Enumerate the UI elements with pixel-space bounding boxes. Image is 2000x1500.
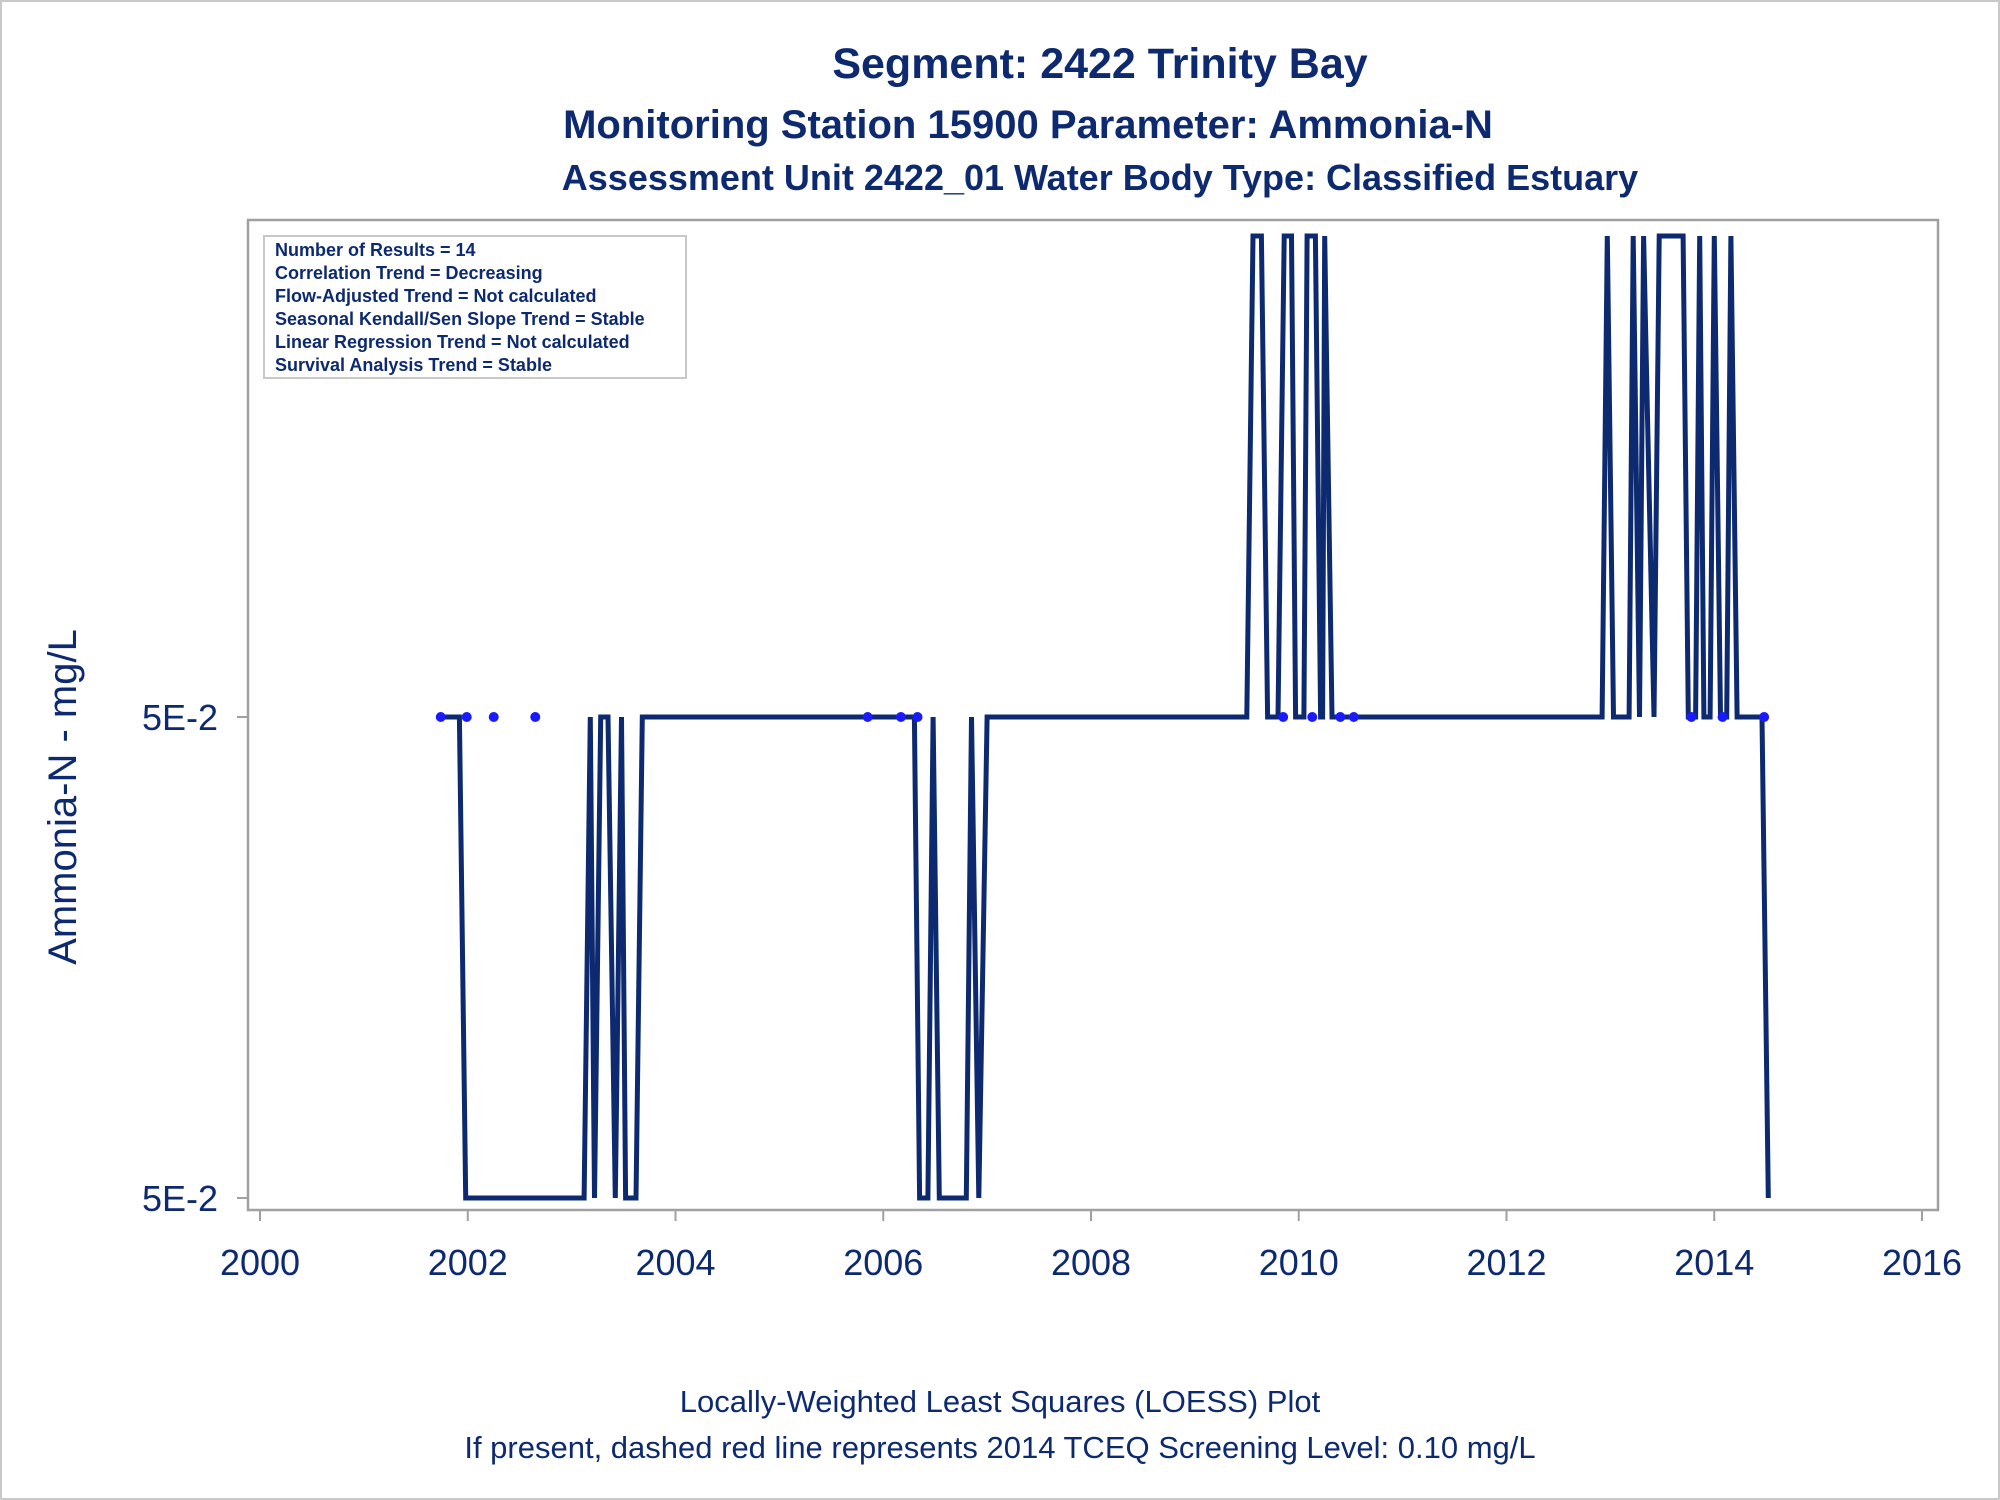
data-point [1307, 712, 1318, 722]
data-point [895, 712, 906, 722]
data-point [530, 712, 541, 722]
y-tick-label: 5E-2 [142, 1178, 218, 1219]
info-line: Number of Results = 14 [275, 240, 476, 260]
data-point [1278, 712, 1289, 722]
x-tick-label: 2008 [1051, 1242, 1131, 1283]
data-point [1335, 712, 1346, 722]
x-tick-label: 2012 [1466, 1242, 1546, 1283]
data-point [862, 712, 873, 722]
data-point [1717, 712, 1728, 722]
x-tick-label: 2002 [428, 1242, 508, 1283]
x-tick-label: 2004 [635, 1242, 715, 1283]
data-point [1348, 712, 1359, 722]
data-point [461, 712, 472, 722]
data-point [435, 712, 446, 722]
data-point [1686, 712, 1697, 722]
info-line: Linear Regression Trend = Not calculated [275, 332, 630, 352]
x-tick-label: 2006 [843, 1242, 923, 1283]
plot-area [246, 218, 1940, 1212]
chart-subtitle-1: Monitoring Station 15900 Parameter: Ammo… [563, 103, 1493, 147]
series-layer [435, 233, 1771, 1201]
info-box-lines: Number of Results = 14 Correlation Trend … [275, 240, 645, 375]
info-line: Correlation Trend = Decreasing [275, 263, 543, 283]
chart-title: Segment: 2422 Trinity Bay [832, 40, 1367, 88]
x-tick-label: 2000 [220, 1242, 300, 1283]
y-axis: 5E-2 5E-2 [142, 697, 248, 1219]
info-box [263, 235, 687, 379]
y-tick-label: 5E-2 [142, 697, 218, 738]
data-point [488, 712, 499, 722]
data-point [1759, 712, 1770, 722]
chart-subtitle-2: Assessment Unit 2422_01 Water Body Type:… [562, 157, 1638, 198]
x-axis: 2000 2002 2004 2006 2008 2010 2012 2014 2016 [220, 1210, 1962, 1283]
loess-line [441, 233, 1771, 1201]
data-point [912, 712, 923, 722]
y-axis-label: Ammonia-N - mg/L [41, 629, 85, 965]
footnote-1: Locally-Weighted Least Squares (LOESS) P… [680, 1384, 1321, 1419]
x-tick-label: 2014 [1674, 1242, 1754, 1283]
x-tick-label: 2010 [1259, 1242, 1339, 1283]
footnote-2: If present, dashed red line represents 2… [464, 1430, 1535, 1465]
info-line: Survival Analysis Trend = Stable [275, 355, 552, 375]
x-tick-label: 2016 [1882, 1242, 1962, 1283]
info-line: Seasonal Kendall/Sen Slope Trend = Stabl… [275, 309, 645, 329]
info-line: Flow-Adjusted Trend = Not calculated [275, 286, 597, 306]
